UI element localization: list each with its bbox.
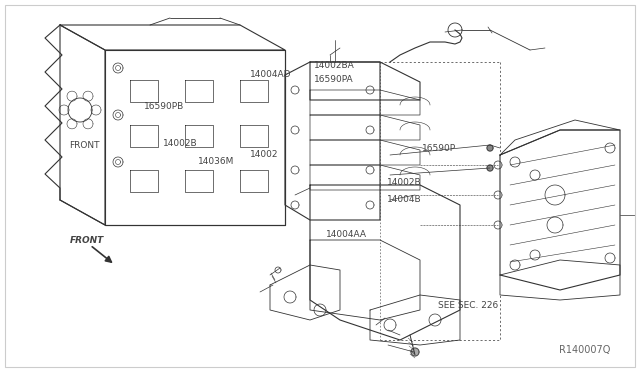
Polygon shape (310, 90, 420, 115)
Polygon shape (310, 115, 420, 140)
Polygon shape (285, 62, 380, 220)
Text: R140007Q: R140007Q (559, 345, 610, 355)
Text: 14004AA: 14004AA (326, 230, 367, 239)
Text: 16590PA: 16590PA (314, 76, 353, 84)
Polygon shape (310, 165, 420, 190)
Text: 14002: 14002 (250, 150, 278, 159)
Text: FRONT: FRONT (70, 235, 104, 244)
Text: 14036M: 14036M (198, 157, 235, 166)
Text: 14002B: 14002B (163, 139, 198, 148)
Text: 14004B: 14004B (387, 195, 422, 203)
Polygon shape (310, 185, 460, 340)
Polygon shape (270, 265, 340, 320)
Polygon shape (500, 130, 620, 290)
Polygon shape (310, 140, 420, 165)
Polygon shape (310, 62, 420, 100)
Text: 14004AD: 14004AD (250, 70, 291, 79)
Text: FRONT: FRONT (69, 141, 100, 150)
Polygon shape (500, 120, 620, 155)
Polygon shape (370, 295, 460, 345)
Text: SEE SEC. 226: SEE SEC. 226 (438, 301, 499, 310)
Polygon shape (487, 165, 493, 171)
Polygon shape (500, 260, 620, 300)
Polygon shape (60, 25, 285, 50)
Polygon shape (411, 348, 419, 356)
Polygon shape (105, 50, 285, 225)
Text: 16590PB: 16590PB (144, 102, 184, 110)
Text: 16590P: 16590P (422, 144, 456, 153)
Polygon shape (310, 240, 420, 320)
Polygon shape (487, 145, 493, 151)
Text: 14002B: 14002B (387, 178, 422, 187)
Text: 14002BA: 14002BA (314, 61, 355, 70)
Polygon shape (60, 25, 105, 225)
